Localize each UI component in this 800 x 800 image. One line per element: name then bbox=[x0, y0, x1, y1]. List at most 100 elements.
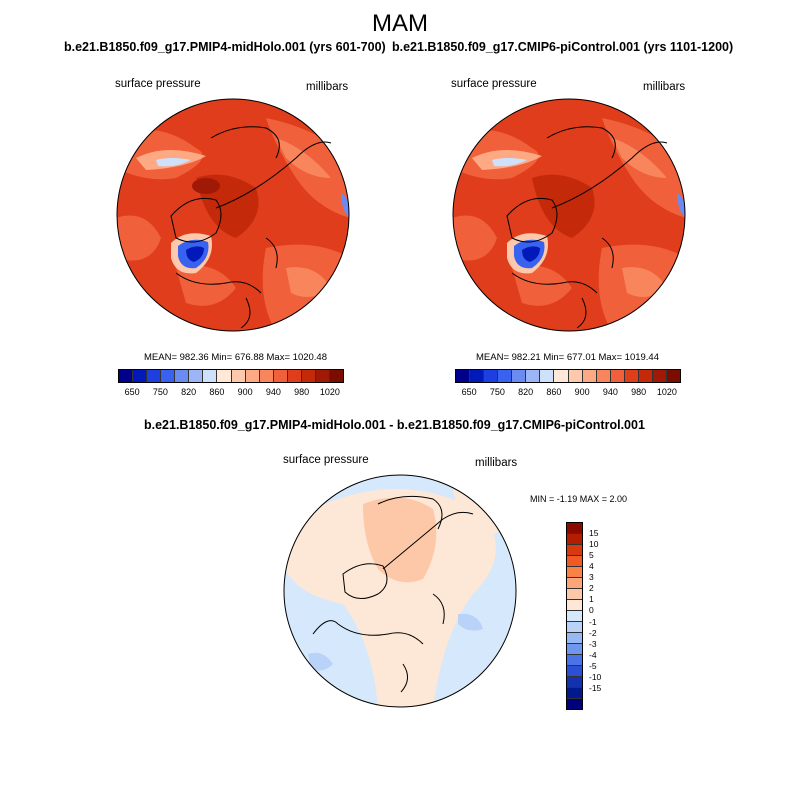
panel-2-colorbar-swatch bbox=[638, 370, 653, 382]
panel-3-colorbar-tick-label: -5 bbox=[589, 660, 597, 671]
panel-3-variable-label: surface pressure bbox=[283, 454, 369, 466]
panel-3-title: b.e21.B1850.f09_g17.PMIP4-midHolo.001 - … bbox=[144, 418, 645, 432]
panel-3-colorbar-tick-label: 10 bbox=[589, 539, 599, 550]
panel-2-colorbar-tick-label: 900 bbox=[574, 387, 590, 397]
panel-2-colorbar-tick-label: 650 bbox=[461, 387, 477, 397]
panel-3-colorbar-swatch bbox=[567, 699, 582, 709]
panel-3-colorbar-ticks: 15 10 5 4 3 2 1 0 -1 -2 -3 -4 -5 -10 -15 bbox=[589, 522, 619, 710]
panel-2-colorbar-swatch bbox=[554, 370, 569, 382]
panel-3-colorbar-swatch bbox=[567, 644, 582, 655]
panel-2-colorbar-swatch bbox=[540, 370, 555, 382]
panel-3-colorbar-tick-label: -2 bbox=[589, 627, 597, 638]
panel-1-colorbar-tick-label: 650 bbox=[124, 387, 140, 397]
panel-3-colorbar-swatch bbox=[567, 534, 582, 545]
panel-2-colorbar bbox=[455, 369, 681, 383]
panel-3-colorbar-swatch bbox=[567, 688, 582, 699]
panel-3-colorbar-swatch bbox=[567, 677, 582, 688]
panel-1-colorbar-tick-label: 1020 bbox=[319, 387, 340, 397]
panel-3-stats: MIN = -1.19 MAX = 2.00 bbox=[530, 494, 628, 504]
panel-1-colorbar-swatch bbox=[217, 370, 232, 382]
panel-1-colorbar-swatch bbox=[189, 370, 204, 382]
panel-2-colorbar-swatch bbox=[610, 370, 625, 382]
panel-1-title: b.e21.B1850.f09_g17.PMIP4-midHolo.001 (y… bbox=[64, 40, 386, 54]
panel-1-colorbar-ticks: 650 750 820 860 900 940 980 1020 bbox=[118, 387, 344, 399]
panel-2-colorbar-swatch bbox=[456, 370, 471, 382]
panel-2-colorbar-swatch bbox=[624, 370, 639, 382]
panel-3-colorbar-tick-label: 3 bbox=[589, 572, 594, 583]
panel-1-colorbar-tick-label: 940 bbox=[265, 387, 281, 397]
panel-2-stats: MEAN= 982.21 Min= 677.01 Max= 1019.44 bbox=[476, 352, 659, 363]
panel-1-colorbar-swatch bbox=[119, 370, 134, 382]
panel-3-colorbar-swatch bbox=[567, 545, 582, 556]
panel-1-colorbar bbox=[118, 369, 344, 383]
panel-1-colorbar-swatch bbox=[315, 370, 330, 382]
panel-3-colorbar-swatch bbox=[567, 666, 582, 677]
panel-3-colorbar-swatch bbox=[567, 523, 582, 534]
panel-1-colorbar-swatch bbox=[203, 370, 218, 382]
panel-2-colorbar-tick-label: 1020 bbox=[656, 387, 677, 397]
panel-1-colorbar-tick-label: 820 bbox=[181, 387, 197, 397]
panel-1-colorbar-swatch bbox=[329, 370, 343, 382]
panel-1-colorbar-swatch bbox=[231, 370, 246, 382]
panel-2-colorbar-swatch bbox=[526, 370, 541, 382]
panel-2-polar-map bbox=[452, 98, 686, 332]
panel-3-colorbar-tick-label: -1 bbox=[589, 616, 597, 627]
panel-3-difference-map bbox=[283, 474, 517, 708]
panel-3-colorbar-swatch bbox=[567, 600, 582, 611]
figure-title: MAM bbox=[372, 10, 428, 37]
panel-3-colorbar-tick-label: 15 bbox=[589, 528, 599, 539]
panel-3-colorbar-tick-label: -10 bbox=[589, 671, 602, 682]
panel-3-colorbar bbox=[566, 522, 583, 710]
panel-3-colorbar-swatch bbox=[567, 622, 582, 633]
panel-3-colorbar-tick-label: 5 bbox=[589, 550, 594, 561]
panel-1-colorbar-swatch bbox=[273, 370, 288, 382]
panel-2-colorbar-swatch bbox=[666, 370, 680, 382]
panel-2-variable-label: surface pressure bbox=[451, 78, 537, 90]
panel-1-colorbar-swatch bbox=[301, 370, 316, 382]
panel-2-colorbar-swatch bbox=[596, 370, 611, 382]
panel-1-colorbar-tick-label: 900 bbox=[237, 387, 253, 397]
panel-1-polar-map bbox=[116, 98, 350, 332]
panel-2-colorbar-swatch bbox=[484, 370, 499, 382]
panel-1-colorbar-swatch bbox=[133, 370, 148, 382]
panel-1-stats: MEAN= 982.36 Min= 676.88 Max= 1020.48 bbox=[144, 352, 327, 363]
panel-2-colorbar-swatch bbox=[512, 370, 527, 382]
panel-1-colorbar-swatch bbox=[259, 370, 274, 382]
panel-2-colorbar-tick-label: 860 bbox=[546, 387, 562, 397]
panel-3-colorbar-tick-label: 1 bbox=[589, 594, 594, 605]
panel-2-colorbar-ticks: 650 750 820 860 900 940 980 1020 bbox=[455, 387, 681, 399]
panel-1-colorbar-swatch bbox=[147, 370, 162, 382]
panel-3-colorbar-tick-label: -15 bbox=[589, 682, 602, 693]
panel-1-colorbar-swatch bbox=[175, 370, 190, 382]
panel-2-colorbar-swatch bbox=[568, 370, 583, 382]
panel-3-colorbar-tick-label: 2 bbox=[589, 583, 594, 594]
panel-1-colorbar-swatch bbox=[245, 370, 260, 382]
panel-2-colorbar-tick-label: 940 bbox=[602, 387, 618, 397]
panel-1-colorbar-tick-label: 860 bbox=[209, 387, 225, 397]
panel-2-colorbar-swatch bbox=[498, 370, 513, 382]
panel-1-colorbar-tick-label: 980 bbox=[294, 387, 310, 397]
panel-3-colorbar-tick-label: 4 bbox=[589, 561, 594, 572]
panel-3-colorbar-swatch bbox=[567, 611, 582, 622]
panel-2-units-label: millibars bbox=[643, 81, 686, 93]
panel-3-colorbar-swatch bbox=[567, 567, 582, 578]
panel-3-colorbar-swatch bbox=[567, 589, 582, 600]
panel-3-colorbar-swatch bbox=[567, 633, 582, 644]
panel-2-colorbar-swatch bbox=[470, 370, 485, 382]
panel-2-colorbar-swatch bbox=[582, 370, 597, 382]
panel-1-variable-label: surface pressure bbox=[115, 78, 201, 90]
panel-3-colorbar-tick-label: -3 bbox=[589, 638, 597, 649]
panel-1-colorbar-swatch bbox=[161, 370, 176, 382]
panel-2-colorbar-tick-label: 980 bbox=[631, 387, 647, 397]
panel-3-colorbar-tick-label: 0 bbox=[589, 605, 594, 616]
panel-2-colorbar-tick-label: 820 bbox=[518, 387, 534, 397]
panel-2-colorbar-tick-label: 750 bbox=[489, 387, 505, 397]
panel-3-colorbar-swatch bbox=[567, 655, 582, 666]
panel-3-colorbar-swatch bbox=[567, 556, 582, 567]
panel-2-colorbar-swatch bbox=[652, 370, 667, 382]
panel-3-units-label: millibars bbox=[475, 457, 518, 469]
panel-1-colorbar-swatch bbox=[287, 370, 302, 382]
panel-3-colorbar-tick-label: -4 bbox=[589, 649, 597, 660]
panel-1-colorbar-tick-label: 750 bbox=[152, 387, 168, 397]
panel-2-title: b.e21.B1850.f09_g17.CMIP6-piControl.001 … bbox=[392, 40, 734, 54]
